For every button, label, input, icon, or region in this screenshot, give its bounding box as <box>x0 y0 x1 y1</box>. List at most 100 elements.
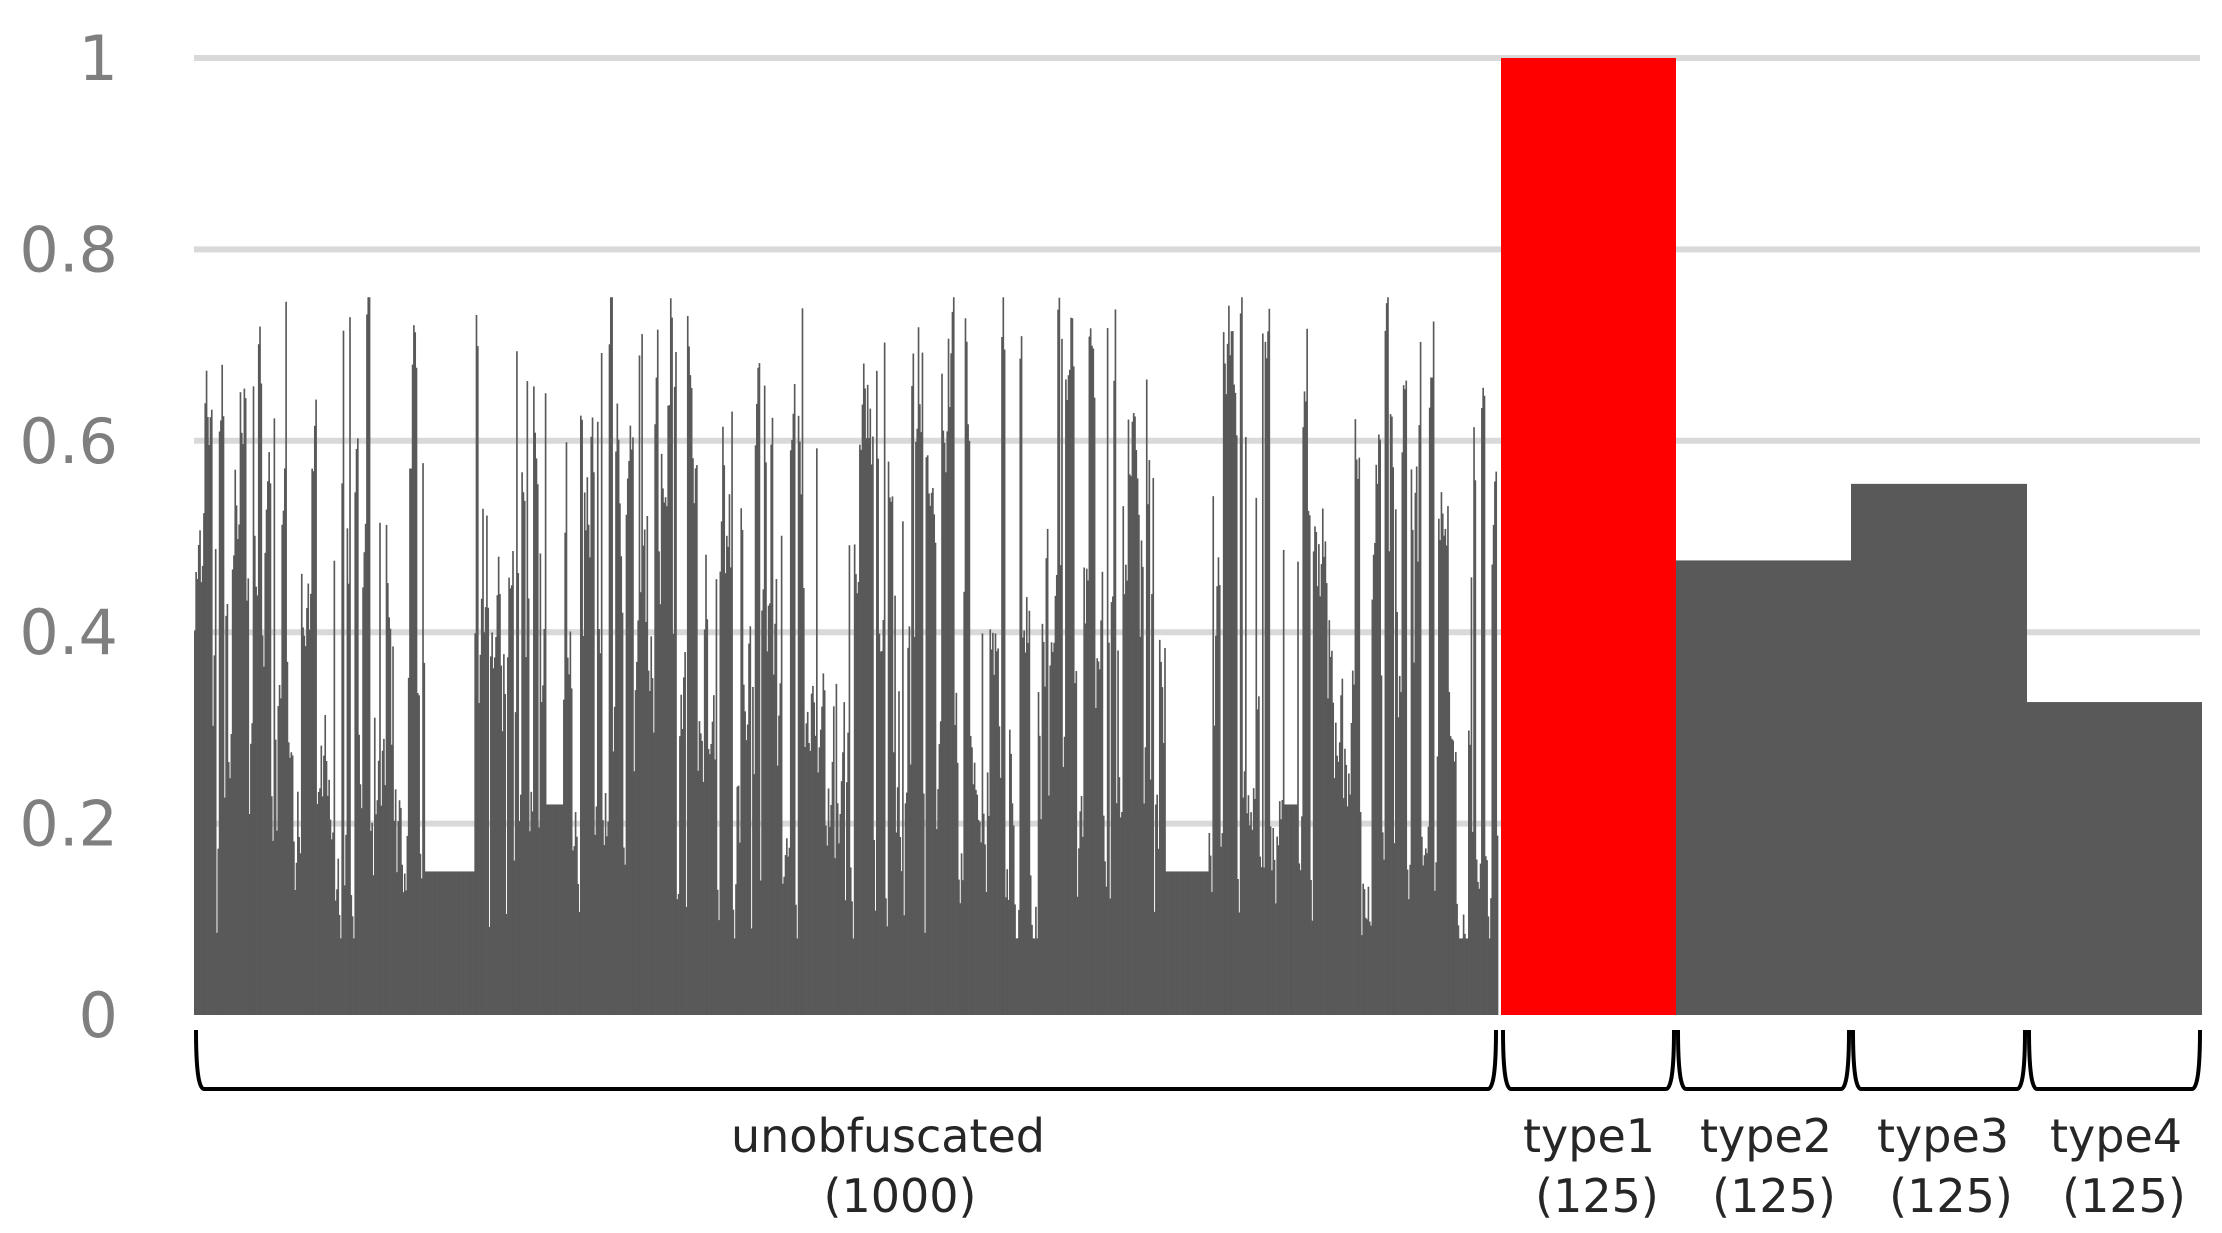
bar-unobfuscated <box>247 578 250 1015</box>
bar-unobfuscated <box>625 514 628 1015</box>
bar-unobfuscated <box>1217 557 1220 1015</box>
bar-unobfuscated <box>911 386 913 1015</box>
bar-unobfuscated <box>1318 544 1320 1015</box>
bar-unobfuscated <box>1138 514 1140 1015</box>
bar-unobfuscated <box>1024 652 1027 1015</box>
bar-unobfuscated <box>441 871 444 1015</box>
bar-unobfuscated <box>1335 722 1337 1015</box>
bar-unobfuscated <box>1359 812 1362 1015</box>
bar-unobfuscated <box>1469 744 1471 1015</box>
bar-unobfuscated <box>389 628 392 1015</box>
bar-unobfuscated <box>242 444 244 1016</box>
bar-unobfuscated <box>1418 425 1421 1016</box>
bar-unobfuscated <box>474 633 477 1015</box>
bar-unobfuscated <box>1153 911 1156 1015</box>
bar-unobfuscated <box>1102 815 1105 1015</box>
bar-unobfuscated <box>289 757 291 1015</box>
bar-unobfuscated <box>1301 816 1303 1015</box>
bar-unobfuscated <box>1380 675 1383 1015</box>
bar-unobfuscated <box>890 501 892 1015</box>
bar-unobfuscated <box>410 468 413 1015</box>
bar-unobfuscated <box>667 405 669 1015</box>
bar-unobfuscated <box>1168 871 1170 1015</box>
bar-unobfuscated <box>1179 871 1182 1015</box>
bar-unobfuscated <box>989 629 992 1015</box>
bar-unobfuscated <box>500 665 503 1015</box>
bar-unobfuscated <box>297 791 299 1015</box>
bar-unobfuscated <box>1135 449 1138 1015</box>
bar-unobfuscated <box>937 789 939 1015</box>
bar-unobfuscated <box>222 416 225 1016</box>
bar-unobfuscated <box>647 670 650 1015</box>
bar-unobfuscated <box>329 819 332 1015</box>
bar-unobfuscated <box>568 674 570 1015</box>
bar-unobfuscated <box>409 468 411 1015</box>
bar-unobfuscated <box>1147 504 1149 1015</box>
bar-unobfuscated <box>217 848 220 1015</box>
bar-unobfuscated <box>1076 896 1079 1015</box>
bar-unobfuscated <box>436 871 439 1015</box>
bar-unobfuscated <box>1105 886 1108 1015</box>
bar-unobfuscated <box>1122 506 1125 1015</box>
bar-unobfuscated <box>1025 597 1028 1015</box>
bar-unobfuscated <box>342 330 345 1015</box>
bar-unobfuscated <box>1478 888 1481 1015</box>
bar-unobfuscated <box>1170 871 1173 1015</box>
bar-unobfuscated <box>1293 804 1295 1015</box>
bar-unobfuscated <box>197 544 200 1015</box>
bar-unobfuscated <box>889 497 891 1015</box>
bar-unobfuscated <box>801 308 804 1015</box>
bar-unobfuscated <box>1096 658 1099 1015</box>
bar-unobfuscated <box>1447 506 1449 1015</box>
bar-unobfuscated <box>791 439 793 1015</box>
bar-unobfuscated <box>1419 341 1422 1015</box>
bar-unobfuscated <box>1451 738 1453 1015</box>
bar-unobfuscated <box>634 690 637 1015</box>
bar-unobfuscated <box>1029 875 1032 1015</box>
bar-unobfuscated <box>903 915 906 1015</box>
bar-unobfuscated <box>517 573 520 1015</box>
bar-unobfuscated <box>1085 568 1088 1015</box>
bar-unobfuscated <box>829 826 831 1015</box>
bar-unobfuscated <box>693 503 696 1015</box>
bar-unobfuscated <box>1250 812 1252 1015</box>
bar-unobfuscated <box>1303 391 1306 1015</box>
bar-unobfuscated <box>1299 870 1302 1015</box>
unobfuscated-bars <box>194 297 1499 1016</box>
bar-unobfuscated <box>1071 318 1074 1016</box>
bar-unobfuscated <box>385 524 388 1015</box>
bar-unobfuscated <box>401 864 403 1015</box>
bar-unobfuscated <box>538 827 540 1015</box>
bar-unobfuscated <box>390 744 393 1015</box>
bar-unobfuscated <box>380 805 383 1015</box>
bar-unobfuscated <box>204 403 207 1015</box>
bar-unobfuscated <box>1212 496 1215 1015</box>
bar-unobfuscated <box>1108 642 1110 1015</box>
bar-unobfuscated <box>307 583 310 1015</box>
bar-unobfuscated <box>697 770 699 1015</box>
bar-unobfuscated <box>1421 836 1423 1015</box>
bar-unobfuscated <box>1082 836 1084 1015</box>
bar-unobfuscated <box>905 792 908 1015</box>
bar-unobfuscated <box>479 654 482 1015</box>
bar-unobfuscated <box>664 497 667 1016</box>
bar-unobfuscated <box>1192 871 1195 1015</box>
bar-unobfuscated <box>949 407 951 1015</box>
bar-unobfuscated <box>471 871 474 1015</box>
bar-unobfuscated <box>1003 349 1006 1015</box>
bar-unobfuscated <box>602 820 604 1015</box>
bar-unobfuscated <box>1432 321 1435 1015</box>
bar-unobfuscated <box>201 565 204 1015</box>
bar-unobfuscated <box>1423 855 1426 1015</box>
bar-unobfuscated <box>238 524 240 1015</box>
bar-unobfuscated <box>722 426 724 1016</box>
bar-unobfuscated <box>281 524 284 1015</box>
bar-unobfuscated <box>838 843 840 1015</box>
brace-type2 <box>1676 1029 1851 1091</box>
bar-unobfuscated <box>1428 407 1431 1015</box>
bar-unobfuscated <box>638 355 641 1016</box>
bar-unobfuscated <box>312 471 315 1015</box>
bar-unobfuscated <box>772 674 775 1015</box>
bar-unobfuscated <box>908 626 911 1015</box>
bar-unobfuscated <box>1046 528 1049 1015</box>
